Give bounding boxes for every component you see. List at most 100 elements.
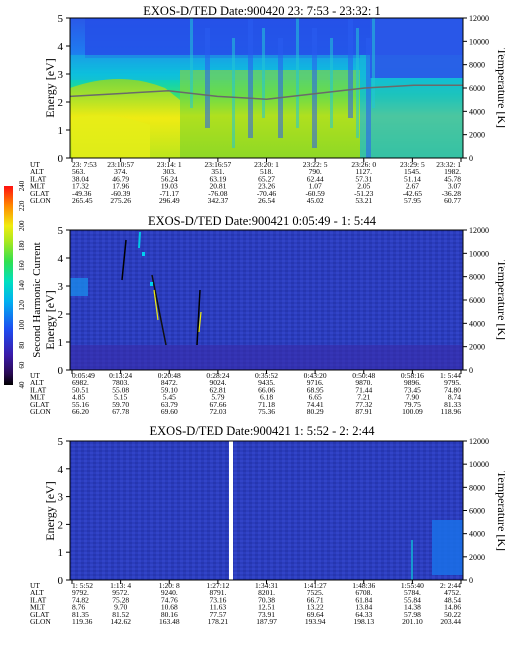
panel-1-streak <box>278 38 283 138</box>
table-row-label: ALT <box>30 378 44 387</box>
table-cell: 6.18 <box>260 393 273 402</box>
table-cell: 23:26: 0 <box>351 160 376 169</box>
temperature-tick-label: 0 <box>469 154 473 163</box>
table-cell: 119.36 <box>72 617 93 626</box>
colorbar-tick-label: 220 <box>18 200 26 211</box>
table-cell: 81.33 <box>444 400 461 409</box>
table-cell: 6982. <box>72 378 89 387</box>
panel-1-streak <box>312 28 317 148</box>
table-cell: -49.36 <box>72 189 92 198</box>
table-cell: 57.95 <box>404 196 421 205</box>
table-cell: 100.09 <box>402 407 423 416</box>
table-cell: 9024. <box>209 378 226 387</box>
temperature-tick-label: 2000 <box>469 131 485 140</box>
panel-2-streak <box>121 239 127 281</box>
table-cell: 79.75 <box>404 400 421 409</box>
table-cell: 518. <box>260 167 273 176</box>
table-cell: 790. <box>309 167 322 176</box>
colorbar-tick-label: 100 <box>18 320 26 331</box>
table-cell: 1:27:12 <box>206 581 229 590</box>
table-cell: 351. <box>211 167 224 176</box>
energy-tick-label: 5 <box>58 225 64 237</box>
table-cell: 8201. <box>258 588 275 597</box>
panel-1-right-upper <box>370 18 463 78</box>
table-cell: 66.20 <box>72 407 89 416</box>
table-cell: 198.13 <box>353 617 374 626</box>
panel-1-streak <box>356 28 359 138</box>
table-cell: 61.84 <box>355 595 372 604</box>
table-cell: 38.04 <box>72 174 89 183</box>
table-row-label: GLAT <box>30 610 50 619</box>
table-cell: 20.81 <box>209 182 226 191</box>
table-cell: 14.86 <box>444 603 461 612</box>
panel-1-streaks <box>190 18 375 158</box>
table-cell: 5.15 <box>114 393 127 402</box>
panel-3-right-cyan-patch <box>432 520 463 575</box>
table-cell: 563. <box>72 167 85 176</box>
panel-3-y2label: Temperature [K] <box>495 471 505 551</box>
table-cell: -51.23 <box>354 189 374 198</box>
table-cell: 1:20: 8 <box>159 581 180 590</box>
table-cell: 75.36 <box>258 407 275 416</box>
colorbar-tick-label: 200 <box>18 220 26 231</box>
table-cell: 1.07 <box>309 182 322 191</box>
table-cell: -71.17 <box>160 189 180 198</box>
panel-1-title: EXOS-D/TED Date:900420 23: 7:53 - 23:32:… <box>143 4 380 18</box>
table-cell: -60.59 <box>305 189 325 198</box>
table-cell: 0:58:16 <box>401 371 424 380</box>
table-cell: 60.77 <box>444 196 461 205</box>
table-cell: 8791. <box>209 588 226 597</box>
table-cell: 12.51 <box>258 603 275 612</box>
table-cell: 296.49 <box>159 196 180 205</box>
table-cell: 7525. <box>307 588 324 597</box>
table-cell: 9792. <box>72 588 89 597</box>
panel-1-streak <box>232 38 235 148</box>
table-cell: 1: 5:44 <box>440 371 461 380</box>
table-cell: 68.95 <box>307 385 324 394</box>
table-cell: 9896. <box>404 378 421 387</box>
table-row-label: GLON <box>30 196 51 205</box>
temperature-tick-label: 6000 <box>469 84 485 93</box>
panel-2: EXOS-D/TED Date:900421 0:05:49 - 1: 5:44… <box>30 214 505 416</box>
table-cell: 17.32 <box>72 182 89 191</box>
table-cell: 0:43:20 <box>304 371 327 380</box>
colorbar-ticks: 40 60 80 100 120 140 160 180 200 220 240 <box>18 180 26 388</box>
table-cell: 1:55:40 <box>401 581 424 590</box>
table-cell: 66.06 <box>258 385 275 394</box>
panel-1-streak <box>348 18 353 118</box>
table-cell: 142.62 <box>110 617 131 626</box>
table-cell: 23:10:57 <box>107 160 134 169</box>
table-cell: 0:35:52 <box>255 371 278 380</box>
table-cell: 374. <box>114 167 127 176</box>
table-cell: 67.66 <box>209 400 226 409</box>
temperature-tick-label: 2000 <box>469 553 485 562</box>
table-cell: 13.84 <box>355 603 372 612</box>
table-cell: 275.26 <box>110 196 131 205</box>
table-cell: 62.44 <box>307 174 324 183</box>
table-cell: 2.05 <box>357 182 370 191</box>
table-row-label: GLAT <box>30 189 50 198</box>
panel-2-streak <box>151 274 167 346</box>
table-row-label: MLT <box>30 393 46 402</box>
table-cell: 81.35 <box>72 610 89 619</box>
panel-1-streak <box>366 38 371 158</box>
temperature-tick-label: 4000 <box>469 107 485 116</box>
panel-2-lower-band <box>70 345 463 370</box>
panel-1-streak <box>262 28 265 118</box>
table-cell: 45.02 <box>307 196 324 205</box>
panel-3-heatmap <box>70 441 463 580</box>
table-cell: 178.21 <box>208 617 229 626</box>
panel-2-streak <box>198 311 202 333</box>
table-cell: 1:34:31 <box>255 581 278 590</box>
table-cell: 63.79 <box>161 400 178 409</box>
colorbar-gradient <box>4 186 13 385</box>
table-cell: 1127. <box>355 167 372 176</box>
table-cell: 23:29: 5 <box>400 160 425 169</box>
temperature-tick-label: 12000 <box>469 437 489 446</box>
temperature-tick-label: 6000 <box>469 507 485 516</box>
temperature-tick-label: 10000 <box>469 249 489 258</box>
panel-2-left-cyan-patch <box>70 278 88 296</box>
table-cell: 13.22 <box>307 603 324 612</box>
table-cell: -60.39 <box>111 189 131 198</box>
